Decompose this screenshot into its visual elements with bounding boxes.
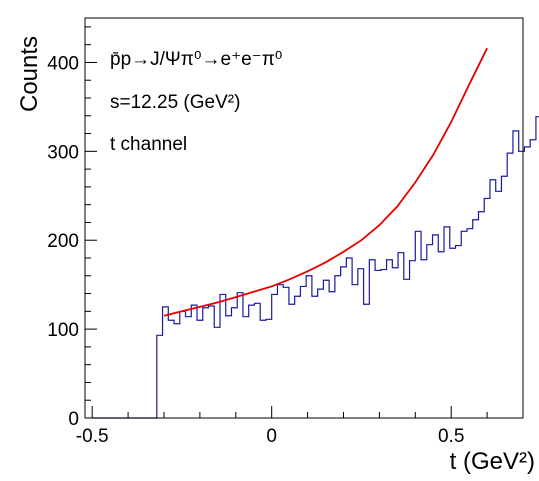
y-tick-label: 0	[68, 409, 79, 430]
y-axis: 0 100 200 300 400	[47, 27, 97, 430]
x-tick-label: 0	[266, 426, 277, 447]
fit-curve	[164, 48, 487, 316]
annotation-reaction: p̄p→J/Ψπ⁰→e⁺e⁻π⁰	[110, 48, 282, 71]
y-tick-label: 400	[47, 53, 79, 74]
annotation-energy: s=12.25 (GeV²)	[110, 92, 240, 114]
y-tick-label: 300	[47, 142, 79, 163]
y-axis-label: Counts	[6, 18, 46, 108]
x-tick-label: 0.5	[438, 426, 464, 447]
plot-frame	[85, 18, 523, 418]
y-tick-label: 100	[47, 320, 79, 341]
histogram-steps	[92, 30, 539, 418]
y-tick-label: 200	[47, 231, 79, 252]
annotation-channel: t channel	[110, 134, 187, 156]
x-tick-label: -0.5	[76, 426, 109, 447]
histogram-series	[92, 30, 539, 418]
x-axis-label: t (GeV²)	[450, 448, 535, 476]
x-axis: -0.5 0 0.5	[76, 406, 523, 447]
